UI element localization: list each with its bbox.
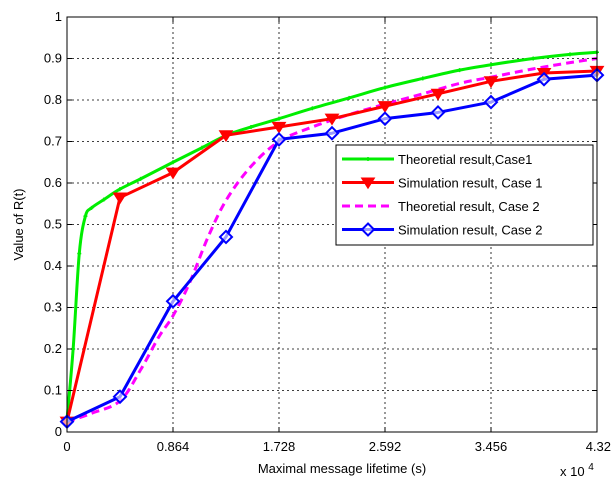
legend-marker (366, 157, 370, 161)
data-point (430, 88, 446, 101)
y-tick-label: 0 (55, 424, 62, 439)
legend-item: Simulation result, Case 1 (342, 176, 543, 191)
data-point (171, 160, 175, 165)
data-point (218, 130, 234, 143)
y-tick-label: 0.7 (44, 134, 62, 149)
data-point (489, 62, 493, 67)
legend-label: Theoretial result, Case 2 (398, 199, 540, 214)
x-axis-multiplier-base: x 10 (560, 464, 585, 479)
data-point (249, 124, 254, 129)
data-point (377, 101, 393, 114)
legend-marker (360, 222, 376, 237)
data-point (218, 229, 234, 245)
data-point (536, 71, 552, 87)
data-point (324, 113, 340, 126)
x-tick-label: 0.864 (157, 439, 190, 454)
legend: Theoretial result,Case1 Simulation result… (335, 144, 594, 246)
data-point (165, 167, 181, 180)
x-tick-label: 3.456 (475, 439, 508, 454)
legend-label: Theoretial result,Case1 (398, 152, 532, 167)
data-point (199, 145, 204, 150)
y-tick-label: 0.9 (44, 51, 62, 66)
data-point (347, 95, 352, 100)
legend-label: Simulation result, Case 1 (398, 176, 543, 191)
series-line (66, 57, 598, 424)
data-point (483, 94, 499, 110)
x-axis-multiplier: x 10 4 (560, 462, 594, 479)
y-tick-label: 0.6 (44, 175, 62, 190)
x-axis-multiplier-exponent: 4 (588, 462, 594, 473)
legend-label: Simulation result, Case 2 (398, 223, 543, 238)
data-point (531, 56, 536, 61)
legend-marker (360, 177, 376, 190)
data-point (457, 68, 462, 73)
data-point (112, 389, 128, 405)
data-point (568, 52, 573, 57)
y-tick-label: 0.8 (44, 92, 62, 107)
y-tick-label: 0.5 (44, 217, 62, 232)
y-tick-label: 0.4 (44, 258, 62, 273)
data-point (138, 176, 143, 181)
x-tick-label: 4.32 (586, 439, 611, 454)
data-point (83, 214, 88, 219)
legend-item: Simulation result, Case 2 (342, 222, 543, 238)
data-point (89, 205, 94, 210)
ticks: 0 0.1 0.2 0.3 0.4 0.5 0.6 0.7 0.8 0.9 1 0 0.864 1.728… (44, 9, 611, 454)
series-1 (65, 50, 599, 422)
data-point (483, 76, 499, 89)
data-point (101, 197, 106, 202)
data-point (324, 125, 340, 141)
series-3 (66, 57, 598, 424)
x-axis-label: Maximal message lifetime (s) (258, 461, 426, 476)
y-tick-label: 0.3 (44, 300, 62, 315)
data-point (77, 251, 82, 256)
y-tick-label: 0.1 (44, 383, 62, 398)
data-point (420, 76, 425, 81)
x-tick-label: 1.728 (263, 439, 296, 454)
data-point (165, 293, 181, 309)
data-point (310, 106, 315, 111)
y-tick-label: 1 (55, 9, 62, 24)
data-point (117, 187, 122, 192)
data-point (383, 85, 387, 90)
data-point (271, 121, 287, 134)
data-point (277, 116, 281, 121)
x-tick-label: 0 (63, 439, 70, 454)
legend-item: Theoretial result, Case 2 (342, 199, 540, 214)
x-tick-label: 2.592 (369, 439, 402, 454)
data-point (430, 105, 446, 120)
legend-item: Theoretial result,Case1 (342, 152, 532, 167)
data-point (377, 111, 393, 127)
series-line (65, 50, 598, 420)
y-axis-label: Value of R(t) (11, 188, 26, 260)
data-point (271, 132, 287, 147)
series-layer (59, 50, 605, 430)
y-tick-label: 0.2 (44, 341, 62, 356)
data-point (112, 192, 128, 205)
